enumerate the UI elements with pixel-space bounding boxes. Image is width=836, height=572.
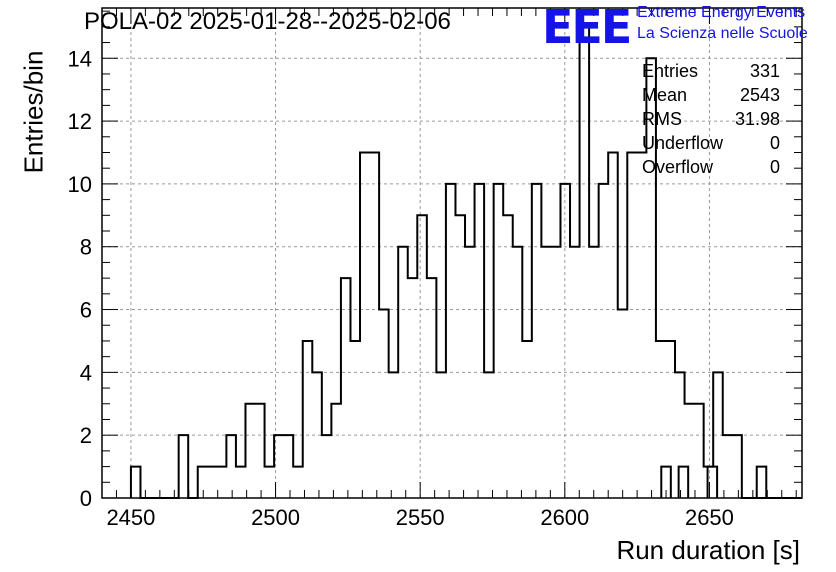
histogram-bin xyxy=(637,152,647,498)
histogram-bin xyxy=(293,467,303,498)
histogram-outlier-bin xyxy=(755,465,768,498)
histogram-bin xyxy=(551,247,561,498)
stat-overflow-label: Overflow xyxy=(642,157,714,177)
stats-box: Entries 331 Mean 2543 RMS 31.98 Underflo… xyxy=(642,60,780,180)
histogram-outlier-bin xyxy=(706,465,719,498)
chart-title: POLA-02 2025-01-28--2025-02-06 xyxy=(84,8,451,35)
stat-underflow: Underflow 0 xyxy=(642,132,780,156)
histogram-bin xyxy=(475,184,485,498)
histogram-bin xyxy=(580,27,590,498)
histogram-outlier-bin xyxy=(677,465,690,498)
histogram-bin xyxy=(207,467,217,498)
histogram-bin xyxy=(503,215,513,498)
histogram-bin xyxy=(723,435,733,498)
histogram-outlier-bin xyxy=(660,465,672,498)
histogram-bin xyxy=(484,372,494,498)
histogram-bin xyxy=(284,435,294,498)
histogram-bin xyxy=(446,184,456,498)
histogram-bin xyxy=(675,372,685,498)
histogram-bin xyxy=(541,247,551,498)
stat-rms-value: 31.98 xyxy=(734,109,780,129)
histogram-bin xyxy=(398,247,408,498)
histogram-bin xyxy=(245,404,255,498)
histogram-bin xyxy=(589,247,599,498)
histogram-bin xyxy=(570,247,580,498)
histogram-bin xyxy=(608,152,618,498)
histogram-bin xyxy=(370,152,380,498)
stat-mean-label: Mean xyxy=(642,85,688,105)
y-axis-label: Entries/bin xyxy=(18,50,49,174)
histogram-bin xyxy=(522,341,532,498)
histogram-bin xyxy=(303,341,313,498)
histogram-bin xyxy=(198,467,208,498)
x-tick-label: 2650 xyxy=(685,505,734,530)
stat-underflow-label: Underflow xyxy=(642,133,724,153)
histogram-bin xyxy=(331,404,341,498)
histogram-bin xyxy=(494,184,504,498)
stat-overflow-value: 0 xyxy=(769,157,780,177)
eee-logo: EEE xyxy=(542,0,632,54)
y-tick-label: 2 xyxy=(80,423,92,448)
histogram-bin xyxy=(236,467,246,498)
stat-entries-label: Entries xyxy=(642,61,699,81)
logo-tagline-1: Extreme Energy Events xyxy=(637,4,806,21)
histogram-bin xyxy=(265,467,275,498)
histogram-bin xyxy=(417,215,427,498)
histogram-series xyxy=(129,25,802,499)
stat-mean: Mean 2543 xyxy=(642,84,780,108)
y-tick-label: 10 xyxy=(68,172,92,197)
logo-tagline-2: La Scienza nelle Scuole xyxy=(637,25,808,42)
plot-frame xyxy=(101,7,803,499)
histogram-bin xyxy=(455,215,465,498)
histogram-bin xyxy=(131,467,141,498)
y-tick-label: 0 xyxy=(80,486,92,511)
y-tick-label: 6 xyxy=(80,298,92,323)
histogram-bin xyxy=(350,341,360,498)
histogram-bin xyxy=(627,152,637,498)
histogram-bin xyxy=(255,404,265,498)
x-tick-label: 2450 xyxy=(106,505,155,530)
histogram-bin xyxy=(532,184,542,498)
histogram-bin xyxy=(694,404,704,498)
y-tick-label: 8 xyxy=(80,235,92,260)
histogram-bin xyxy=(618,310,628,498)
x-tick-label: 2550 xyxy=(396,505,445,530)
stat-rms: RMS 31.98 xyxy=(642,108,780,132)
histogram-bin xyxy=(732,435,742,498)
histogram-bin xyxy=(217,467,227,498)
histogram-bin xyxy=(389,372,399,498)
stat-mean-value: 2543 xyxy=(739,85,780,105)
stat-rms-label: RMS xyxy=(642,109,682,129)
histogram-bin xyxy=(179,435,189,498)
y-tick-label: 14 xyxy=(68,46,92,71)
stat-entries: Entries 331 xyxy=(642,60,780,84)
stat-overflow: Overflow 0 xyxy=(642,156,780,180)
histogram-bin xyxy=(322,435,332,498)
y-tick-label: 4 xyxy=(80,360,92,385)
histogram-bin xyxy=(685,404,695,498)
histogram-bin xyxy=(226,435,236,498)
histogram-bin xyxy=(560,184,570,498)
stat-entries-value: 331 xyxy=(749,61,780,81)
histogram-bin xyxy=(513,247,523,498)
x-axis-label: Run duration [s] xyxy=(616,535,800,565)
x-tick-label: 2600 xyxy=(540,505,589,530)
histogram-bin xyxy=(341,278,351,498)
histogram-bin xyxy=(360,152,370,498)
histogram-bin xyxy=(465,247,475,498)
histogram-bin xyxy=(408,278,418,498)
histogram-bin xyxy=(379,310,389,498)
histogram-bin xyxy=(427,278,437,498)
x-tick-label: 2500 xyxy=(251,505,300,530)
y-tick-label: 12 xyxy=(68,109,92,134)
histogram-bin xyxy=(436,372,446,498)
histogram-bin xyxy=(312,372,322,498)
stat-underflow-value: 0 xyxy=(769,133,780,153)
histogram-bin xyxy=(599,184,609,498)
